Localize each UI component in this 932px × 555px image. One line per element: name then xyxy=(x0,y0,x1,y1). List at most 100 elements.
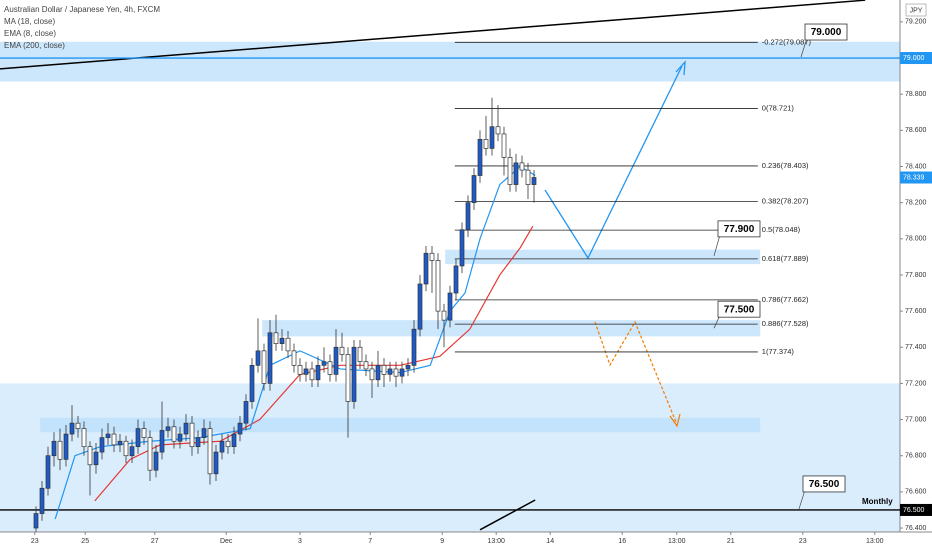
candle-body xyxy=(465,202,471,231)
last-price-tag xyxy=(900,171,932,184)
candle-body xyxy=(129,446,135,457)
legend-item: MA (18, close) xyxy=(4,17,55,26)
level-label: 77.500 xyxy=(724,304,755,315)
y-tick-label: 78.200 xyxy=(905,199,927,206)
zone xyxy=(262,320,761,337)
candle-body xyxy=(123,440,129,457)
y-tick-label: 78.600 xyxy=(905,127,927,134)
candle-body xyxy=(459,229,465,267)
candle-body xyxy=(159,430,165,453)
candle-body xyxy=(237,422,243,435)
candle-body xyxy=(471,175,477,203)
label-leader xyxy=(798,489,806,510)
candle-body xyxy=(231,433,237,448)
x-tick-label: 25 xyxy=(81,538,89,545)
candle-body xyxy=(99,437,105,453)
y-tick-label: 76.600 xyxy=(905,489,927,496)
y-tick-label: 78.000 xyxy=(905,236,927,243)
fib-label: 0.5(78.048) xyxy=(762,225,801,234)
trendline xyxy=(479,499,536,531)
fib-label: -0.272(79.087) xyxy=(762,37,812,46)
level-label: 76.500 xyxy=(809,479,840,490)
candle-body xyxy=(117,440,123,446)
candle-body xyxy=(441,310,447,321)
candle-body xyxy=(141,428,147,438)
candle-body xyxy=(183,422,189,435)
candle-body xyxy=(207,428,213,475)
x-tick-label: 23 xyxy=(799,538,807,545)
indicator-line xyxy=(54,165,536,520)
candle-body xyxy=(261,350,267,384)
axis-tag xyxy=(900,52,932,65)
last-price-label: 78.339 xyxy=(903,174,925,181)
level-label: 79.000 xyxy=(811,27,842,38)
candle-body xyxy=(87,446,93,466)
candle-body xyxy=(213,451,219,475)
level-box xyxy=(717,220,761,238)
arrow-head xyxy=(675,60,686,76)
candle-body xyxy=(255,350,261,366)
candle-body xyxy=(393,368,399,377)
level-box xyxy=(717,300,761,318)
y-tick-label: 77.000 xyxy=(905,416,927,423)
candle-body xyxy=(417,283,423,330)
candle-body xyxy=(243,401,249,424)
fib-label: 0.236(78.403) xyxy=(762,161,809,170)
projection-down xyxy=(594,320,677,423)
x-tick-label: 13:00 xyxy=(487,538,505,545)
axis-tag-label: 79.000 xyxy=(903,55,925,62)
candle-body xyxy=(111,433,117,446)
candle-body xyxy=(75,422,81,429)
candle-body xyxy=(495,126,501,135)
candle-body xyxy=(309,368,315,381)
candle-body xyxy=(147,437,153,471)
level-label: 77.900 xyxy=(724,224,755,235)
y-tick-label: 77.400 xyxy=(905,344,927,351)
x-tick-label: 7 xyxy=(368,538,372,545)
legend-item: EMA (8, close) xyxy=(4,29,56,38)
candle-body xyxy=(453,265,459,294)
y-tick-label: 78.400 xyxy=(905,163,927,170)
y-tick-label: 77.600 xyxy=(905,308,927,315)
candle-body xyxy=(531,177,537,185)
candle-body xyxy=(135,428,141,448)
y-tick-label: 76.800 xyxy=(905,453,927,460)
annotation: Monthly xyxy=(862,497,893,506)
candle-body xyxy=(357,346,363,363)
candle-body xyxy=(69,422,75,435)
price-axis xyxy=(900,0,932,550)
y-tick-label: 79.200 xyxy=(905,19,927,26)
candle-body xyxy=(339,346,345,355)
candle-body xyxy=(477,139,483,176)
candle-body xyxy=(225,440,231,448)
candle-body xyxy=(411,328,417,366)
projection-up xyxy=(544,65,683,260)
candle-body xyxy=(423,252,429,285)
currency: JPY xyxy=(910,7,923,14)
fib-label: 0.618(77.889) xyxy=(762,254,809,263)
candle-body xyxy=(201,428,207,438)
axis-tag xyxy=(900,503,932,516)
candle-body xyxy=(333,346,339,375)
y-tick-label: 77.200 xyxy=(905,380,927,387)
arrow-head xyxy=(669,413,681,428)
candle-body xyxy=(375,364,381,381)
fib-label: 0(78.721) xyxy=(762,103,795,112)
label-leader xyxy=(713,234,721,256)
candle-body xyxy=(39,487,45,514)
candle-body xyxy=(195,437,201,448)
candle-body xyxy=(435,260,441,312)
x-tick-label: 21 xyxy=(727,538,735,545)
candle-body xyxy=(321,361,327,366)
chart-title: Australian Dollar / Japanese Yen, 4h, FX… xyxy=(4,5,160,14)
candle-body xyxy=(45,455,51,489)
candle-body xyxy=(369,368,375,381)
candle-body xyxy=(279,337,285,344)
candle-body xyxy=(405,364,411,370)
zone xyxy=(0,41,900,82)
x-tick-label: 23 xyxy=(31,538,39,545)
candle-body xyxy=(513,162,519,185)
currency-box xyxy=(905,3,927,17)
legend-item: EMA (200, close) xyxy=(4,41,65,50)
candle-body xyxy=(285,337,291,352)
